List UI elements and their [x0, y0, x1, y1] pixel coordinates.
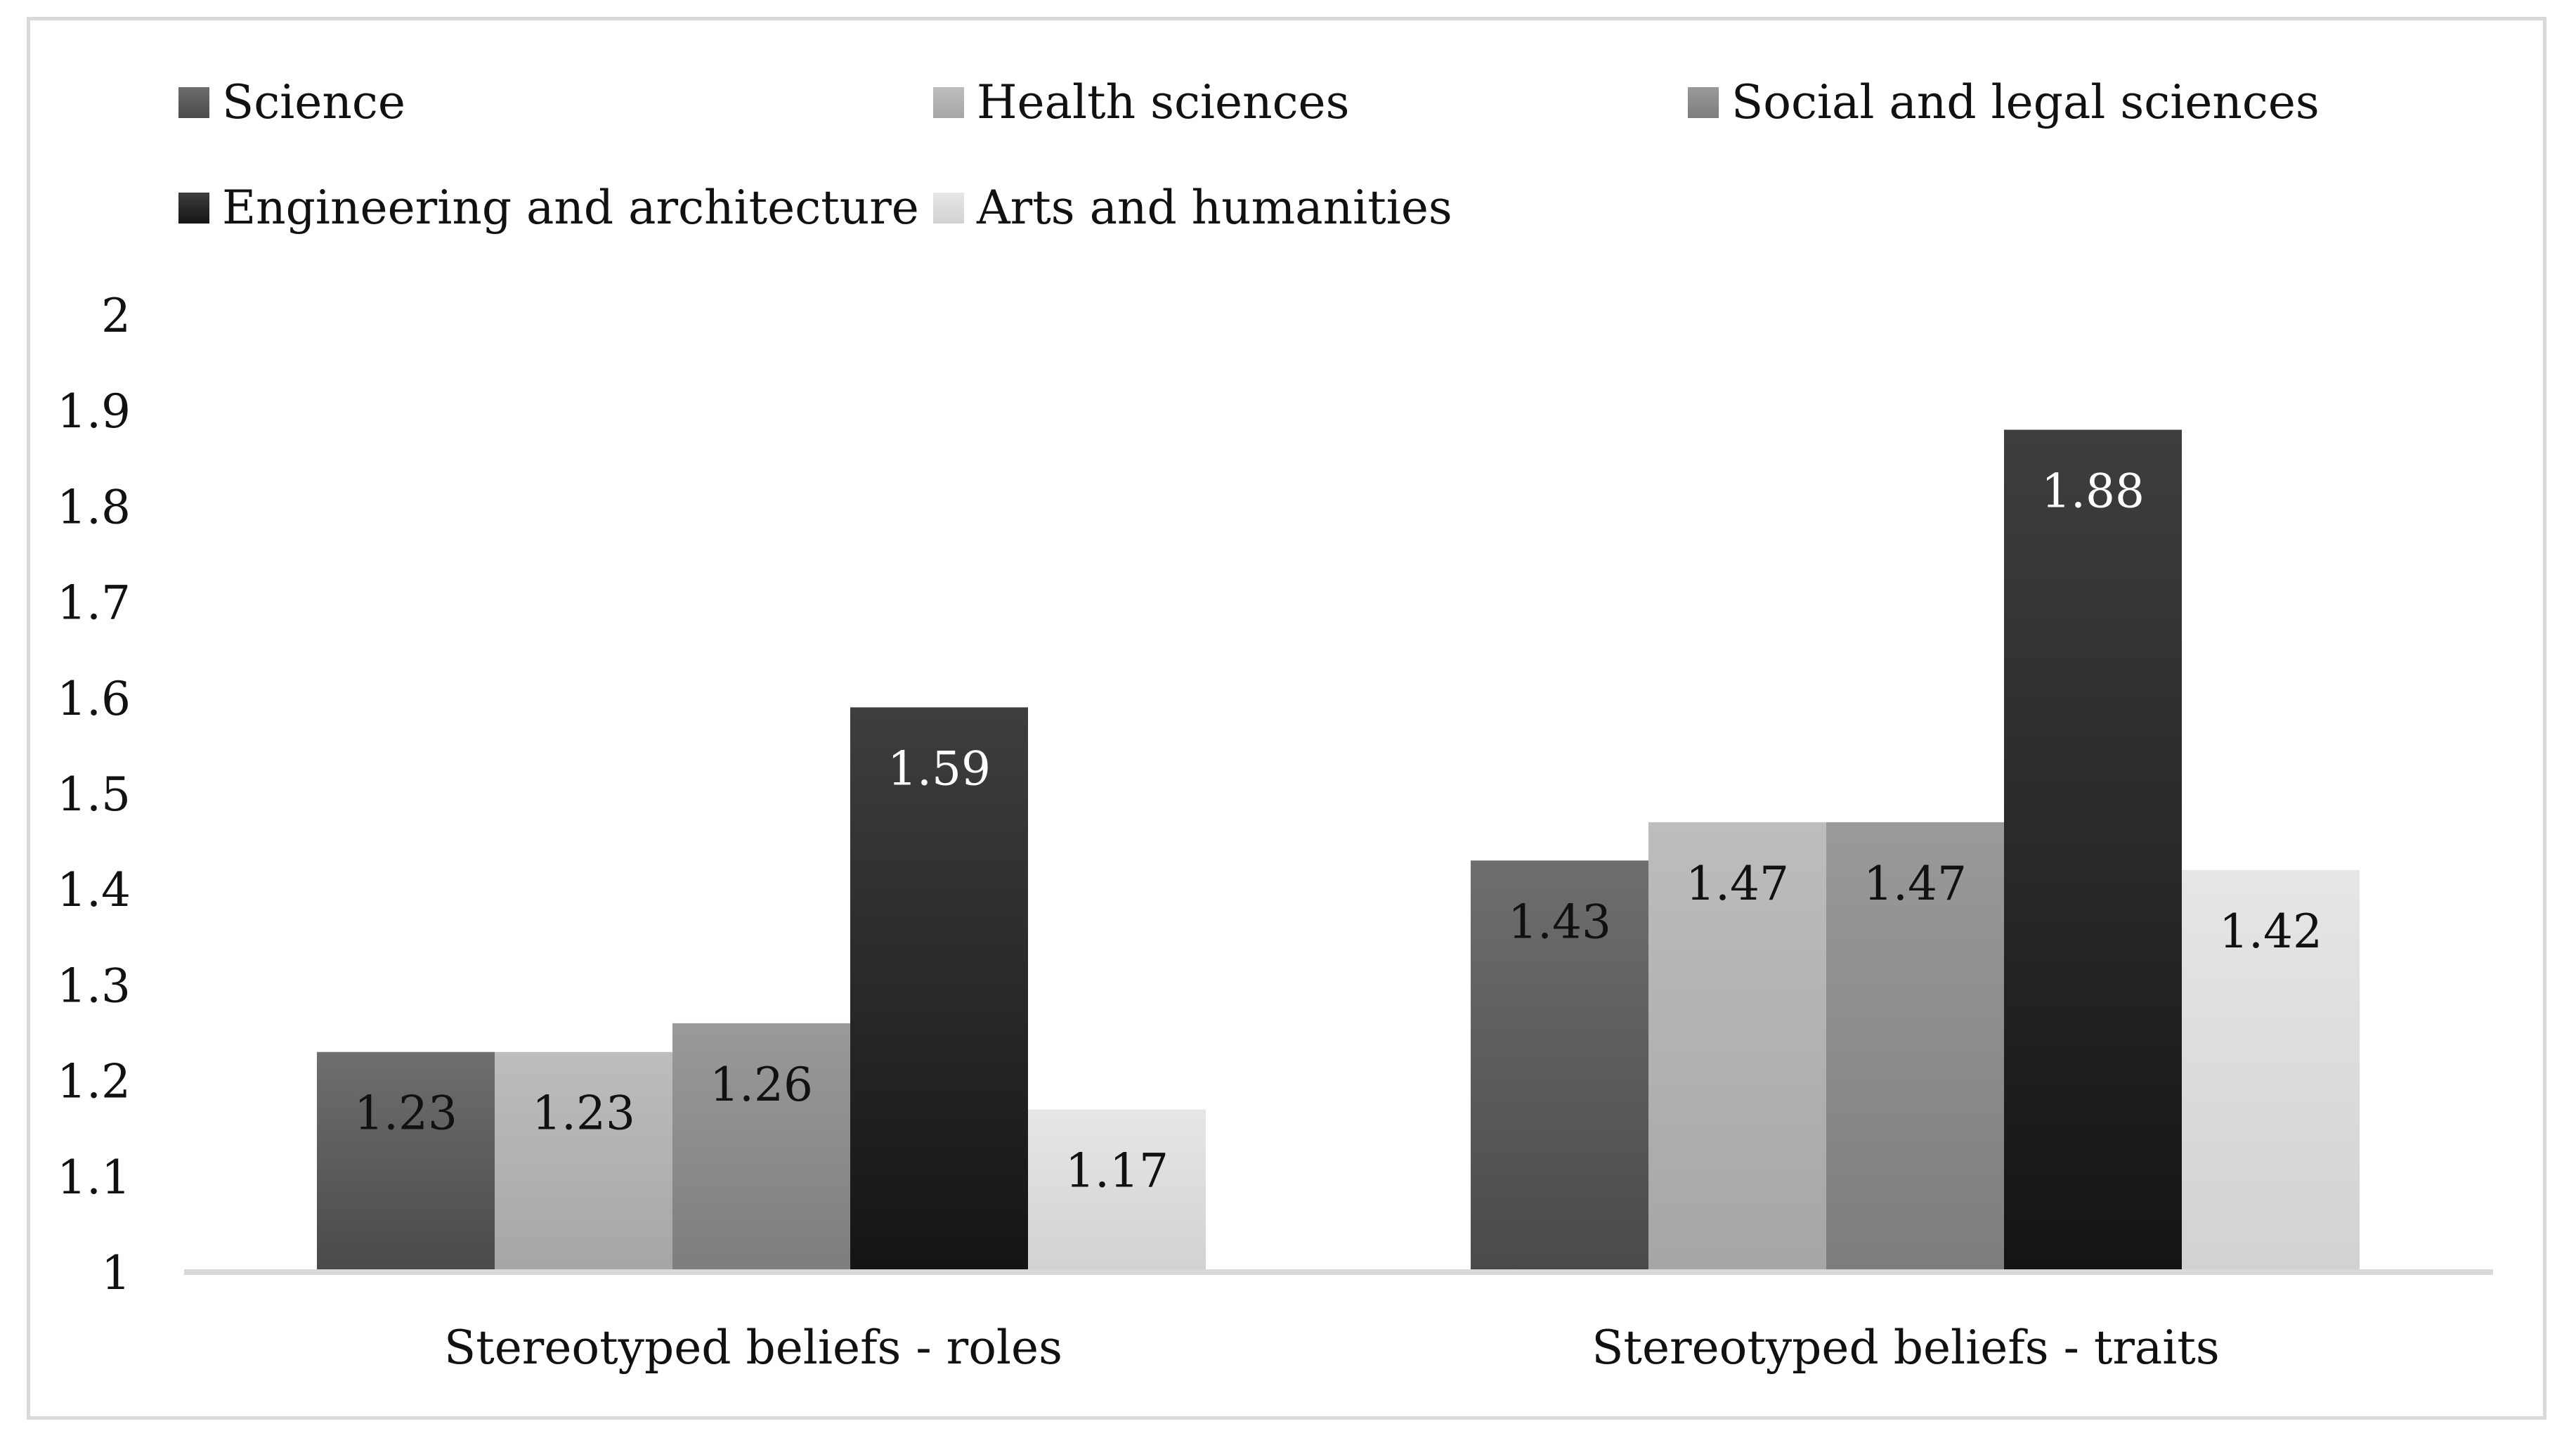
legend: Science Health sciences Social and legal s…: [178, 75, 2320, 235]
bar-value-label: 1.23: [354, 1087, 457, 1141]
bars: 1.23 1.23 1.26 1.59 1.17 1.43 1.47 1.47 1.88 1.42: [317, 429, 2360, 1273]
legend-label: Health sciences: [977, 75, 1349, 129]
bar: [317, 1051, 495, 1272]
y-tick-label: 1.5: [57, 767, 131, 822]
bar-value-label: 1.26: [710, 1058, 813, 1112]
y-tick-label: 1.4: [57, 863, 131, 917]
bar: [1028, 1109, 1206, 1272]
bar: [2182, 869, 2360, 1272]
x-axis: Stereotyped beliefs - roles Stereotyped b…: [444, 1321, 2220, 1375]
bar-value-label: 1.88: [2041, 464, 2145, 518]
bar-value-label: 1.23: [532, 1087, 635, 1141]
legend-label: Engineering and architecture: [222, 181, 919, 235]
legend-label: Social and legal sciences: [1731, 75, 2320, 129]
x-category-label: Stereotyped beliefs - traits: [1592, 1321, 2220, 1375]
bar: [495, 1051, 672, 1272]
legend-swatch: [1688, 87, 1719, 118]
legend-swatch: [933, 193, 964, 224]
legend-swatch: [178, 87, 209, 118]
y-tick-label: 1.2: [57, 1055, 131, 1109]
bar: [1648, 822, 1826, 1272]
bar: [1471, 860, 1648, 1272]
bar-value-label: 1.17: [1065, 1144, 1169, 1198]
y-tick-label: 1.7: [57, 576, 131, 630]
x-category-label: Stereotyped beliefs - roles: [444, 1321, 1062, 1375]
legend-label: Arts and humanities: [976, 181, 1452, 235]
y-tick-label: 2: [101, 289, 131, 343]
bar-value-label: 1.59: [887, 741, 991, 796]
y-tick-label: 1: [101, 1246, 131, 1300]
y-tick-label: 1.3: [57, 959, 131, 1013]
bar: [672, 1023, 850, 1272]
legend-label: Science: [222, 75, 405, 129]
legend-swatch: [933, 87, 964, 118]
y-tick-label: 1.9: [57, 384, 131, 439]
bar-value-label: 1.42: [2219, 905, 2322, 959]
bar: [2004, 429, 2182, 1273]
y-axis: 1 1.1 1.2 1.3 1.4 1.5 1.6 1.7 1.8 1.9 2: [57, 289, 131, 1300]
legend-swatch: [178, 193, 209, 224]
bar-value-label: 1.43: [1508, 895, 1611, 949]
bar-value-label: 1.47: [1686, 857, 1789, 911]
bar: [850, 707, 1028, 1272]
bar-value-label: 1.47: [1863, 857, 1967, 911]
y-tick-label: 1.8: [57, 480, 131, 534]
bar: [1826, 822, 2004, 1272]
y-tick-label: 1.1: [57, 1151, 131, 1205]
y-tick-label: 1.6: [57, 672, 131, 726]
